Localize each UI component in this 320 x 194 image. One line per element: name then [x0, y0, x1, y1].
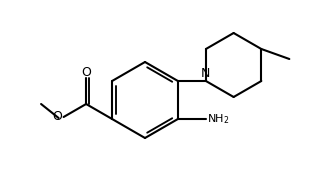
Text: O: O — [81, 66, 91, 79]
Text: N: N — [201, 67, 211, 80]
Text: NH$_2$: NH$_2$ — [207, 112, 229, 126]
Text: O: O — [53, 111, 63, 124]
